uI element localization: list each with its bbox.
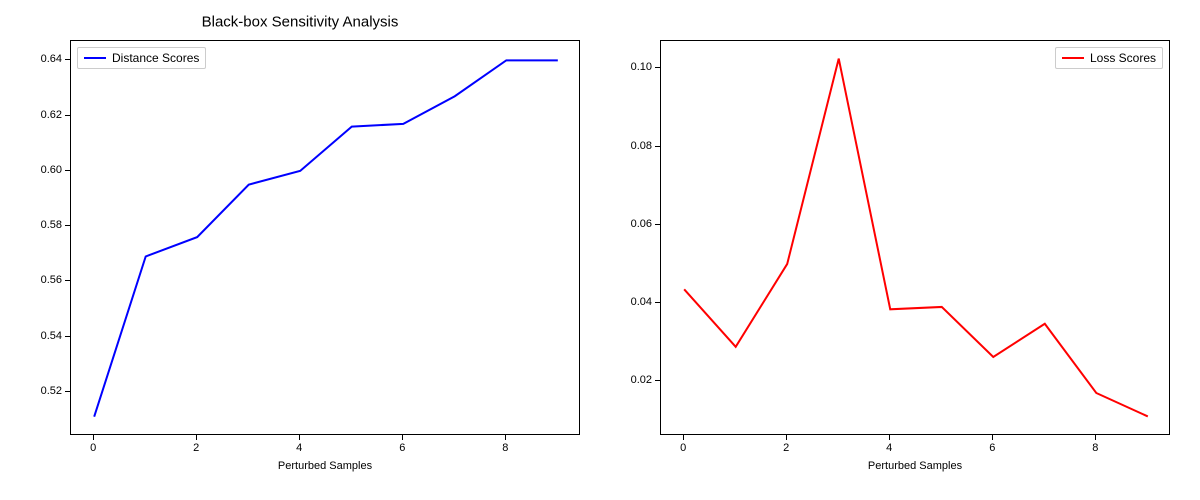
figure-title: Black-box Sensitivity Analysis [202,14,399,31]
left-line-layer [71,41,581,436]
x-tick [299,435,300,440]
right-series-line [684,59,1148,417]
y-tick [65,115,70,116]
y-tick [655,146,660,147]
x-tick-label: 2 [783,442,789,454]
left-legend: Distance Scores [77,47,206,69]
right-legend: Loss Scores [1055,47,1163,69]
x-tick [786,435,787,440]
left-legend-label: Distance Scores [112,51,199,65]
left-xlabel: Perturbed Samples [278,460,372,472]
y-tick-label: 0.02 [631,374,652,386]
y-tick [65,59,70,60]
left-legend-swatch [84,57,106,59]
right-legend-label: Loss Scores [1090,51,1156,65]
x-tick [196,435,197,440]
y-tick [655,380,660,381]
figure: Black-box Sensitivity Analysis Distance … [0,0,1200,500]
x-tick-label: 0 [680,442,686,454]
y-tick-label: 0.06 [631,218,652,230]
y-tick-label: 0.64 [41,53,62,65]
x-tick-label: 2 [193,442,199,454]
right-xlabel: Perturbed Samples [868,460,962,472]
y-tick-label: 0.62 [41,109,62,121]
y-tick [655,302,660,303]
x-tick-label: 4 [296,442,302,454]
y-tick [65,170,70,171]
left-chart-panel: Distance Scores [70,40,580,435]
y-tick-label: 0.10 [631,61,652,73]
x-tick-label: 6 [989,442,995,454]
left-series-line [94,60,558,416]
y-tick [65,280,70,281]
y-tick-label: 0.04 [631,296,652,308]
x-tick [93,435,94,440]
x-tick [889,435,890,440]
x-tick-label: 4 [886,442,892,454]
y-tick-label: 0.60 [41,164,62,176]
x-tick [1095,435,1096,440]
y-tick-label: 0.58 [41,219,62,231]
y-tick [65,336,70,337]
x-tick [505,435,506,440]
x-tick-label: 0 [90,442,96,454]
x-tick [402,435,403,440]
x-tick-label: 8 [502,442,508,454]
right-legend-swatch [1062,57,1084,59]
right-line-layer [661,41,1171,436]
y-tick-label: 0.54 [41,330,62,342]
y-tick [655,224,660,225]
x-tick [683,435,684,440]
y-tick [655,67,660,68]
y-tick-label: 0.08 [631,140,652,152]
y-tick-label: 0.56 [41,274,62,286]
x-tick [992,435,993,440]
x-tick-label: 8 [1092,442,1098,454]
right-chart-panel: Loss Scores [660,40,1170,435]
x-tick-label: 6 [399,442,405,454]
y-tick [65,391,70,392]
y-tick [65,225,70,226]
y-tick-label: 0.52 [41,385,62,397]
